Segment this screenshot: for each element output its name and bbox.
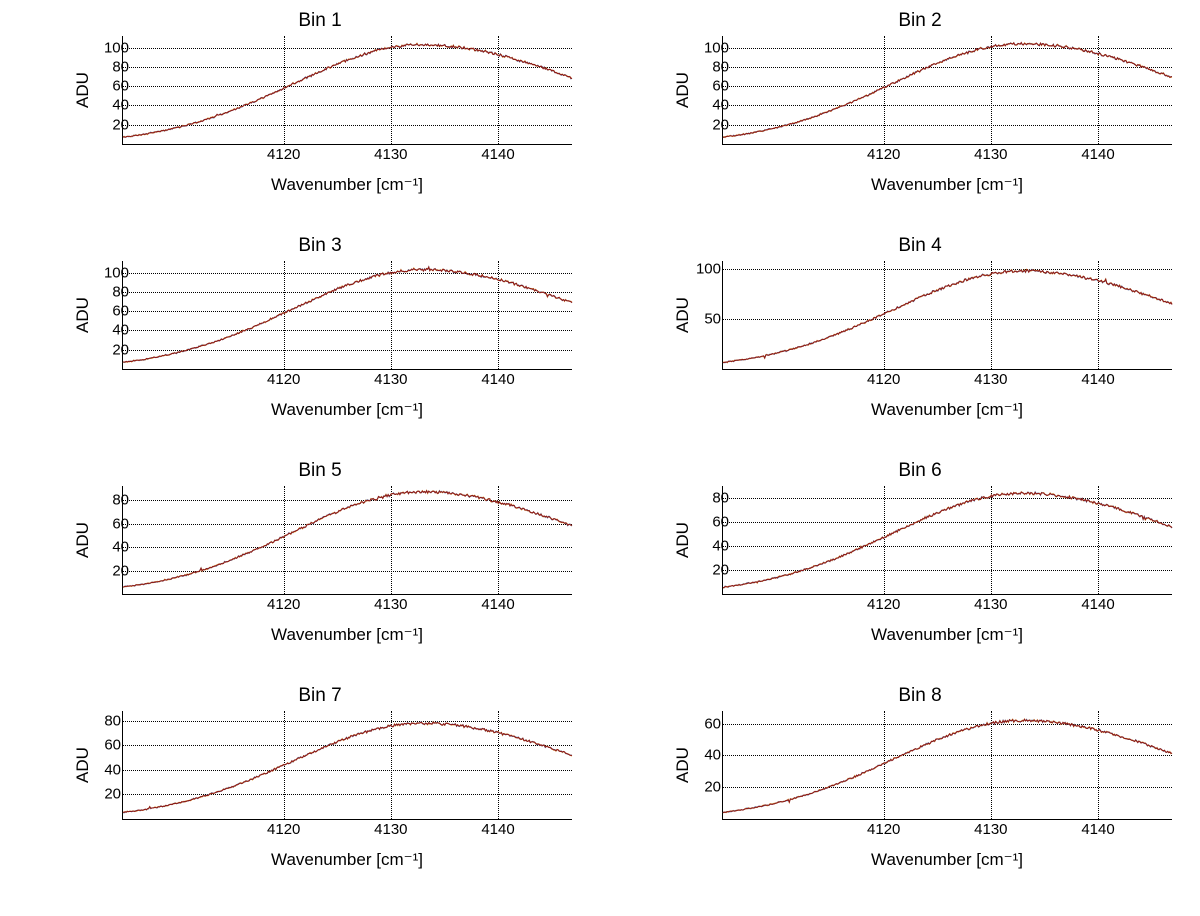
bin-panel-7: Bin 7 ADU 20 40 60 80 4120 4130 4140 Wavenumber [… (60, 683, 580, 893)
x-tick-5-4130: 4130 (374, 596, 407, 613)
x-tick-1-4140: 4140 (481, 146, 514, 163)
y-tick-8-40: 40 (704, 747, 721, 764)
panel-title-7: Bin 7 (60, 685, 580, 707)
panel-title-4: Bin 4 (660, 235, 1180, 257)
bin-panel-1: Bin 1 ADU 20 40 60 80 100 4120 4130 4140 Wavenumbe… (60, 8, 580, 218)
x-axis-label-7: Wavenumber [cm⁻¹] (122, 850, 572, 870)
x-tick-7-4120: 4120 (267, 821, 300, 838)
bin-panel-6: Bin 6 ADU 20 40 60 80 4120 4130 4140 Wavenumber [… (660, 458, 1180, 668)
plot-area-7[interactable]: ADU 20 40 60 80 4120 4130 4140 (122, 711, 572, 820)
y-axis-label-3: ADU (73, 297, 93, 333)
panel-title-2: Bin 2 (660, 10, 1180, 32)
bin-panel-3: Bin 3 ADU 20 40 60 80 100 4120 4130 4140 Wavenumbe… (60, 233, 580, 443)
x-tick-4-4140: 4140 (1081, 371, 1114, 388)
plot-area-6[interactable]: ADU 20 40 60 80 4120 4130 4140 (722, 486, 1172, 595)
spectrum-curve-5 (123, 486, 572, 594)
y-tick-7-40: 40 (104, 761, 121, 778)
x-axis-label-1: Wavenumber [cm⁻¹] (122, 175, 572, 195)
plot-area-2[interactable]: ADU 20 40 60 80 100 4120 4130 4140 (722, 36, 1172, 145)
x-tick-1-4130: 4130 (374, 146, 407, 163)
y-tick-7-80: 80 (104, 712, 121, 729)
x-tick-2-4120: 4120 (867, 146, 900, 163)
x-tick-1-4120: 4120 (267, 146, 300, 163)
x-tick-7-4130: 4130 (374, 821, 407, 838)
x-tick-7-4140: 4140 (481, 821, 514, 838)
y-tick-4-100: 100 (696, 261, 721, 278)
spectrum-curve-1 (123, 36, 572, 144)
y-tick-8-20: 20 (704, 779, 721, 796)
x-axis-label-4: Wavenumber [cm⁻¹] (722, 400, 1172, 420)
spectrum-curve-4 (723, 261, 1172, 369)
bin-panel-2: Bin 2 ADU 20 40 60 80 100 4120 4130 4140 Wavenumbe… (660, 8, 1180, 218)
y-tick-7-20: 20 (104, 786, 121, 803)
x-axis-label-5: Wavenumber [cm⁻¹] (122, 625, 572, 645)
x-tick-2-4130: 4130 (974, 146, 1007, 163)
x-tick-6-4130: 4130 (974, 596, 1007, 613)
plot-area-8[interactable]: ADU 20 40 60 4120 4130 4140 (722, 711, 1172, 820)
x-tick-5-4140: 4140 (481, 596, 514, 613)
y-axis-label-7: ADU (73, 747, 93, 783)
spectrum-curve-7 (123, 711, 572, 819)
x-tick-8-4130: 4130 (974, 821, 1007, 838)
panel-title-3: Bin 3 (60, 235, 580, 257)
y-tick-4-50: 50 (704, 311, 721, 328)
plot-area-1[interactable]: ADU 20 40 60 80 100 4120 4130 4140 (122, 36, 572, 145)
x-tick-3-4130: 4130 (374, 371, 407, 388)
bin-panel-5: Bin 5 ADU 20 40 60 80 4120 4130 4140 Wavenumber [… (60, 458, 580, 668)
y-axis-label-5: ADU (73, 522, 93, 558)
x-tick-8-4140: 4140 (1081, 821, 1114, 838)
x-tick-4-4120: 4120 (867, 371, 900, 388)
x-tick-2-4140: 4140 (1081, 146, 1114, 163)
y-axis-label-8: ADU (673, 747, 693, 783)
panel-grid: Bin 1 ADU 20 40 60 80 100 4120 4130 4140 Wavenumbe… (0, 0, 1200, 916)
spectrum-curve-2 (723, 36, 1172, 144)
x-tick-8-4120: 4120 (867, 821, 900, 838)
spectrum-curve-6 (723, 486, 1172, 594)
y-tick-7-60: 60 (104, 737, 121, 754)
plot-area-4[interactable]: ADU 50 100 4120 4130 4140 (722, 261, 1172, 370)
plot-area-3[interactable]: ADU 20 40 60 80 100 4120 4130 4140 (122, 261, 572, 370)
panel-title-1: Bin 1 (60, 10, 580, 32)
y-axis-label-6: ADU (673, 522, 693, 558)
x-tick-3-4120: 4120 (267, 371, 300, 388)
x-tick-6-4140: 4140 (1081, 596, 1114, 613)
x-tick-6-4120: 4120 (867, 596, 900, 613)
panel-title-6: Bin 6 (660, 460, 1180, 482)
x-axis-label-8: Wavenumber [cm⁻¹] (722, 850, 1172, 870)
bin-panel-4: Bin 4 ADU 50 100 4120 4130 4140 Wavenumber [cm⁻… (660, 233, 1180, 443)
x-axis-label-2: Wavenumber [cm⁻¹] (722, 175, 1172, 195)
plot-area-5[interactable]: ADU 20 40 60 80 4120 4130 4140 (122, 486, 572, 595)
y-axis-label-4: ADU (673, 297, 693, 333)
panel-title-5: Bin 5 (60, 460, 580, 482)
x-axis-label-6: Wavenumber [cm⁻¹] (722, 625, 1172, 645)
y-tick-8-60: 60 (704, 715, 721, 732)
x-tick-4-4130: 4130 (974, 371, 1007, 388)
spectrum-curve-3 (123, 261, 572, 369)
figure-container: Bin 1 ADU 20 40 60 80 100 4120 4130 4140 Wavenumbe… (0, 0, 1200, 901)
bin-panel-8: Bin 8 ADU 20 40 60 4120 4130 4140 Wavenumber [cm… (660, 683, 1180, 893)
panel-title-8: Bin 8 (660, 685, 1180, 707)
x-tick-5-4120: 4120 (267, 596, 300, 613)
spectrum-curve-8 (723, 711, 1172, 819)
x-tick-3-4140: 4140 (481, 371, 514, 388)
y-axis-label-2: ADU (673, 72, 693, 108)
x-axis-label-3: Wavenumber [cm⁻¹] (122, 400, 572, 420)
y-axis-label-1: ADU (73, 72, 93, 108)
